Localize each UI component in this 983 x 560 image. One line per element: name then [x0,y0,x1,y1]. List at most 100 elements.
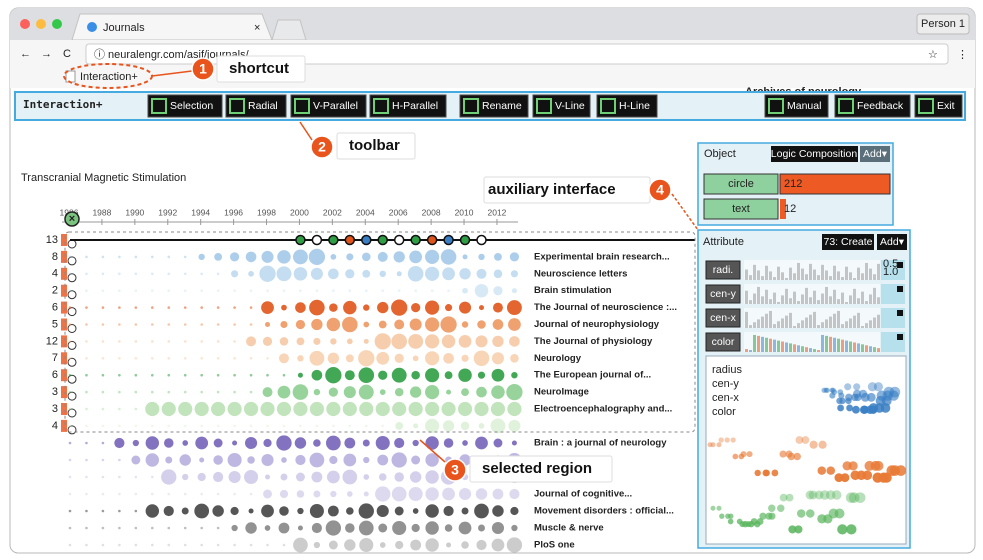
journal-label[interactable]: Brain stimulation [534,285,612,296]
journal-dot [411,455,421,465]
journal-label[interactable]: Journal of neurophysiology [534,319,660,330]
journal-dot [315,424,319,428]
journal-dot [378,473,387,481]
toolbar-button[interactable] [225,94,287,118]
object-button[interactable] [703,198,779,220]
row-handle[interactable] [67,374,77,384]
bookmark-star[interactable]: ☆ [928,49,938,61]
row-handle[interactable] [67,425,77,435]
journal-label[interactable]: Neurology [534,353,582,364]
histogram-bar [809,263,812,280]
row-handle[interactable] [67,340,77,350]
attribute-add-button[interactable] [877,234,907,250]
journal-label[interactable]: Brain : a journal of neurology [534,438,667,449]
journal-dot [459,301,472,314]
journal-dot [183,272,187,276]
row-handle[interactable] [67,273,77,283]
row-handle[interactable] [67,307,77,317]
journal-dot [395,540,404,550]
preview-dot [801,436,810,444]
journal-dot [151,357,154,360]
journal-dot [216,357,220,360]
bookmark[interactable]: Interaction+ [80,71,138,83]
toolbar-button[interactable] [914,94,963,118]
toolbar-button[interactable] [596,94,658,118]
journal-dot [441,401,456,417]
journal-label[interactable]: Movement disorders : official... [534,506,674,517]
tab[interactable] [71,13,273,41]
row-handle[interactable] [67,408,77,418]
journal-dot [328,387,338,397]
journal-dot [510,270,518,278]
preview-dot [821,387,827,393]
close-selection[interactable] [64,211,80,227]
journal-dot [391,452,407,468]
year-label: 2008 [422,207,441,217]
journal-label[interactable]: Neuroscience letters [534,268,627,279]
journal-dot [151,323,154,326]
menu-button[interactable]: ⋮ [957,49,968,61]
zoom-light[interactable] [52,19,62,29]
journal-dot [311,471,323,483]
preview-dot [746,451,753,458]
attribute-button[interactable] [705,308,741,328]
journal-label[interactable]: The Journal of neuroscience :... [534,302,677,313]
row-handle[interactable] [67,324,77,333]
journal-dot [344,539,356,551]
forward-button[interactable]: → [41,48,52,60]
journal-dot [161,469,177,485]
logic-button[interactable] [771,146,858,162]
journal-dot [343,386,356,399]
attribute-button[interactable] [705,332,741,352]
journal-dot [295,302,306,313]
create-button[interactable] [822,234,874,250]
journal-label[interactable]: The Journal of physiology [534,336,653,347]
journal-dot [260,401,275,417]
preview-dot [724,437,730,443]
toolbar-button[interactable] [532,94,591,118]
toolbar-button[interactable] [764,94,829,118]
histogram-bar [745,290,748,304]
journal-dot [299,424,302,428]
row-handle[interactable] [67,357,77,367]
object-button[interactable] [703,173,779,195]
back-button[interactable]: ← [20,48,31,60]
selected-region [64,231,696,433]
journal-label[interactable]: The European journal of... [534,370,651,381]
journal-label[interactable]: Journal of cognitive... [534,489,632,500]
histogram-bar [845,321,848,328]
histogram-bar [853,278,856,280]
reload-button[interactable]: C [63,48,71,60]
journal-dot [442,487,455,501]
preview-dot [859,405,869,414]
profile-button[interactable] [916,13,970,35]
selected-dot [476,234,487,246]
attribute-button[interactable] [705,260,741,280]
close-light[interactable] [20,19,30,29]
tab-close[interactable]: × [254,22,260,34]
histogram-bar [749,350,752,352]
minimize-light[interactable] [36,19,46,29]
attribute-button[interactable] [705,284,741,304]
row-handle[interactable] [67,256,77,266]
object-add-button[interactable] [860,146,890,162]
journal-dot [101,390,105,394]
histogram-bar [813,349,816,352]
journal-dot [85,357,88,360]
journal-label[interactable]: NeuroImage [534,387,589,398]
journal-dot [346,253,354,261]
journal-label[interactable]: PloS one [534,540,575,551]
journal-label[interactable]: Muscle & nerve [534,523,604,534]
journal-label[interactable]: Experimental brain research... [534,251,670,262]
preview-dot [788,525,797,534]
row-handle[interactable] [67,239,77,249]
journal-label[interactable]: Electroencephalography and... [534,404,672,415]
new-tab[interactable] [271,19,307,41]
row-handle[interactable] [67,290,77,300]
journal-dot [231,524,238,532]
journal-dot [151,424,154,428]
preview-dot [754,520,761,528]
slider-knob [897,262,903,268]
row-handle[interactable] [67,391,77,401]
